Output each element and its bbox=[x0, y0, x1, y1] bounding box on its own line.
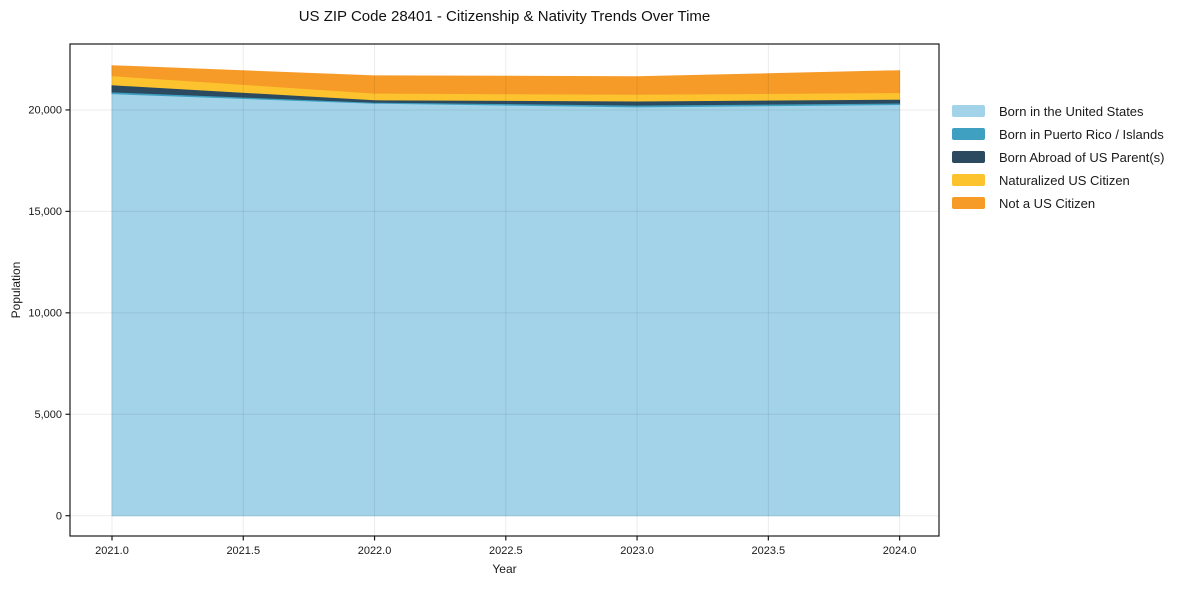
legend-swatch-not-a-us-citizen-icon bbox=[952, 197, 985, 209]
y-tick-label: 20,000 bbox=[28, 105, 62, 117]
x-axis-label: Year bbox=[492, 562, 517, 576]
legend-item: Born in the United States bbox=[952, 103, 1164, 119]
legend-swatch-naturalized-us-citizen-icon bbox=[952, 174, 985, 186]
x-tick-label: 2021.5 bbox=[226, 545, 260, 557]
y-axis-label: Population bbox=[9, 261, 23, 319]
area-not-a-us-citizen bbox=[111, 65, 901, 95]
legend-swatch-born-in-puerto-rico-islands-icon bbox=[952, 128, 985, 140]
legend-item: Born in Puerto Rico / Islands bbox=[952, 126, 1164, 142]
legend-swatch-born-in-the-united-states-icon bbox=[952, 105, 985, 117]
chart-title: US ZIP Code 28401 - Citizenship & Nativi… bbox=[298, 8, 711, 25]
legend-swatch-born-abroad-of-us-parents-icon bbox=[952, 151, 985, 163]
y-tick-label: 0 bbox=[56, 511, 62, 523]
x-tick-label: 2023.5 bbox=[752, 545, 786, 557]
x-tick-label: 2022.5 bbox=[489, 545, 523, 557]
legend-item: Not a US Citizen bbox=[952, 195, 1164, 211]
y-tick-label: 5,000 bbox=[34, 409, 62, 421]
legend-label: Born in the United States bbox=[999, 103, 1144, 119]
legend-label: Born Abroad of US Parent(s) bbox=[999, 149, 1165, 165]
legend: Born in the United States Born in Puerto… bbox=[952, 103, 1165, 211]
plot-frame bbox=[69, 43, 940, 537]
x-tick-label: 2021.0 bbox=[95, 545, 129, 557]
x-tick-label: 2023.0 bbox=[620, 545, 654, 557]
legend-label: Not a US Citizen bbox=[999, 195, 1096, 211]
y-tick-label: 15,000 bbox=[28, 206, 62, 218]
legend-item: Naturalized US Citizen bbox=[952, 172, 1164, 188]
legend-item: Born Abroad of US Parent(s) bbox=[952, 149, 1165, 165]
y-tick-label: 10,000 bbox=[28, 308, 62, 320]
legend-label: Naturalized US Citizen bbox=[999, 172, 1130, 188]
legend-label: Born in Puerto Rico / Islands bbox=[999, 126, 1164, 142]
x-tick-label: 2022.0 bbox=[358, 545, 392, 557]
x-tick-label: 2024.0 bbox=[883, 545, 917, 557]
